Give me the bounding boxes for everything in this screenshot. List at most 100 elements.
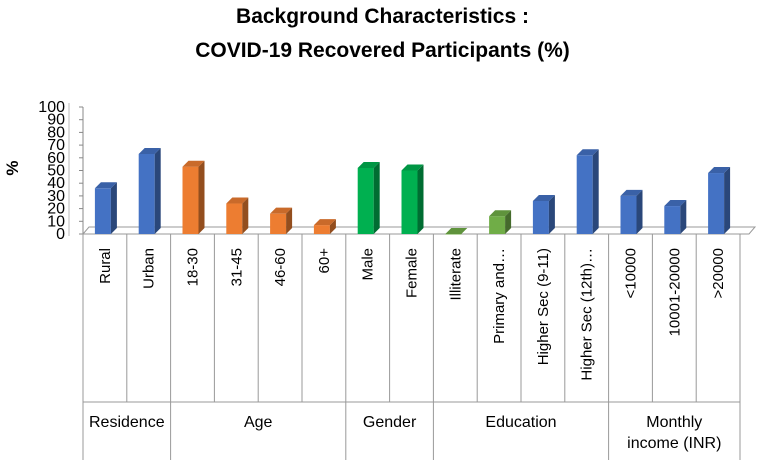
x-category-label: Urban [141, 248, 158, 289]
bar [357, 161, 380, 234]
bar-front [445, 234, 462, 235]
bar-top [532, 194, 555, 201]
x-category-label: 18-30 [185, 248, 202, 286]
y-tick-label: 0 [56, 226, 65, 243]
bar-side [329, 219, 336, 234]
x-category-label: Illiterate [447, 248, 464, 301]
bars [94, 147, 731, 235]
bar-top [620, 189, 643, 196]
bar [620, 189, 643, 234]
bar-top [489, 210, 512, 217]
bar-front [576, 155, 593, 234]
bar-front [226, 203, 243, 234]
x-group-label: income (INR) [627, 435, 721, 452]
bar-front [313, 225, 330, 234]
bar [708, 167, 731, 234]
bar-side [373, 161, 380, 234]
x-category-label: 46-60 [272, 248, 289, 286]
bar-top [94, 182, 117, 189]
x-group-axis: Residence Age Gender Education Monthly income… [82, 402, 741, 460]
bar-front [94, 188, 111, 234]
bar-front [401, 170, 418, 234]
bar-top [313, 219, 336, 226]
bar [270, 207, 293, 234]
x-category-label: 60+ [316, 248, 333, 274]
y-tick-label: 50 [47, 163, 65, 180]
bar-side [505, 210, 512, 234]
x-category-label: Higher Sec (12th)… [579, 248, 596, 381]
bar [226, 197, 249, 234]
bar-top [270, 207, 293, 214]
y-tick-label: 70 [47, 137, 65, 154]
bar [445, 228, 468, 235]
y-tick-label: 20 [47, 201, 65, 218]
bar-side [592, 149, 599, 234]
x-category-label: Female [404, 248, 421, 298]
bar-top [226, 197, 249, 204]
bar [532, 194, 555, 234]
bar-top [182, 160, 205, 167]
x-category-label: Rural [97, 248, 114, 284]
y-tick-label: 90 [47, 112, 65, 129]
chart-title: Background Characteristics : COVID-19 Re… [0, 0, 765, 68]
bar [576, 149, 599, 234]
bar-top [576, 149, 599, 156]
bar [182, 160, 205, 234]
bar-front [620, 195, 637, 234]
x-group-label: Age [244, 414, 273, 431]
bar-side [242, 197, 249, 234]
x-group-label: Residence [89, 414, 165, 431]
x-group-label: Gender [363, 414, 417, 431]
bar-front [357, 167, 374, 234]
bar-front [664, 206, 681, 234]
bar [401, 164, 424, 234]
chart-title-line-2: COVID-19 Recovered Participants (%) [195, 39, 570, 62]
bar-side [680, 200, 687, 234]
bar-side [548, 194, 555, 234]
x-category-label: Primary and… [491, 248, 508, 344]
bar-front [708, 173, 725, 234]
x-category-axis: Rural Urban 18-30 31-45 46-60 60+ Male Female Il… [82, 234, 741, 403]
bar [138, 147, 161, 234]
bar-front [270, 213, 287, 234]
x-category-label: Higher Sec (9-11) [535, 248, 552, 365]
bar-front [532, 200, 549, 234]
bar-side [724, 167, 731, 234]
bar-side [417, 164, 424, 234]
bar-top [401, 164, 424, 171]
y-axis-label: % [3, 160, 22, 175]
bar-top [664, 200, 687, 207]
x-group-label: Monthly [646, 414, 702, 431]
x-group-label: Education [485, 414, 556, 431]
bar [489, 210, 512, 234]
x-category-label: 10001-20000 [666, 248, 683, 336]
y-tick-label: 40 [47, 175, 65, 192]
bar-top [445, 228, 468, 234]
bar [664, 200, 687, 234]
bar [94, 182, 117, 234]
x-category-label: Male [360, 248, 377, 281]
bar-side [110, 182, 117, 234]
y-tick-label: 80 [47, 124, 65, 141]
x-category-label: >20000 [710, 248, 727, 298]
y-tick-label: 60 [47, 150, 65, 167]
bar-front [182, 166, 199, 234]
bar-side [636, 189, 643, 234]
bar-side [154, 147, 161, 234]
bar-front [138, 153, 155, 234]
bar-front [489, 216, 506, 234]
x-category-label: <10000 [623, 248, 640, 298]
y-tick-label: 30 [47, 188, 65, 205]
y-tick-label: 100 [38, 99, 65, 116]
bar [313, 219, 336, 234]
y-tick-label: 10 [47, 213, 65, 230]
bar-side [286, 207, 293, 234]
x-category-label: 31-45 [228, 248, 245, 286]
bar-top [708, 167, 731, 174]
bar-side [198, 160, 205, 234]
bar-top [357, 161, 380, 168]
chart-title-line-1: Background Characteristics : [236, 5, 529, 28]
bar-top [138, 147, 161, 154]
